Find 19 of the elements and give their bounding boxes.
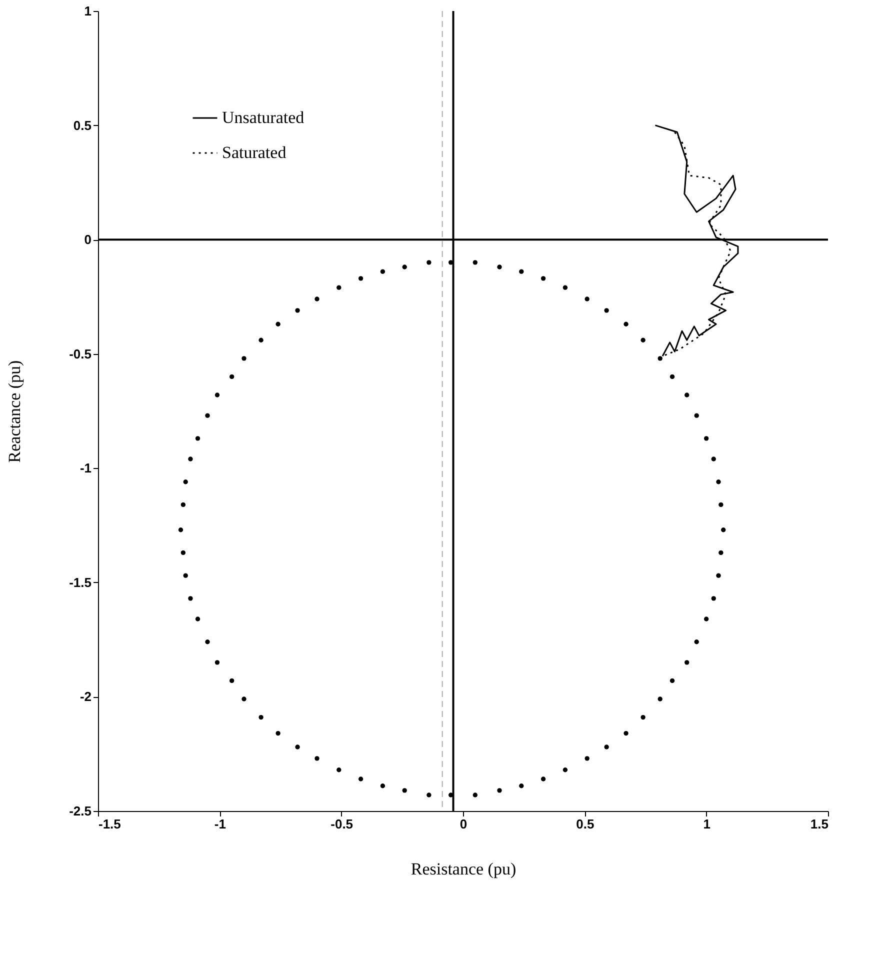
- y-axis-title: Reactance (pu): [5, 360, 24, 463]
- y-tick-label: -2: [80, 689, 92, 704]
- y-tick-label: 0.5: [73, 118, 92, 133]
- x-tick-label: 1.5: [810, 816, 828, 832]
- x-tick-label: 0: [460, 816, 468, 832]
- x-tick-label: -1: [214, 816, 226, 832]
- y-tick-label: 1: [84, 4, 92, 18]
- x-tick-label: 1: [703, 816, 710, 832]
- x-axis-title: Resistance (pu): [410, 860, 516, 878]
- y-tick-label: -2.5: [69, 804, 92, 818]
- x-tick-label: -0.5: [330, 816, 354, 832]
- y-tick-label: -1: [80, 460, 92, 476]
- legend-label: Unsaturated: [222, 108, 305, 127]
- x-tick-label: -1.5: [98, 816, 121, 832]
- y-tick-label: 0: [84, 232, 92, 248]
- y-tick-label: -0.5: [69, 346, 92, 362]
- y-tick-label: -1.5: [69, 574, 92, 590]
- x-tick-label: 0.5: [576, 816, 594, 832]
- legend-label: Saturated: [222, 143, 287, 162]
